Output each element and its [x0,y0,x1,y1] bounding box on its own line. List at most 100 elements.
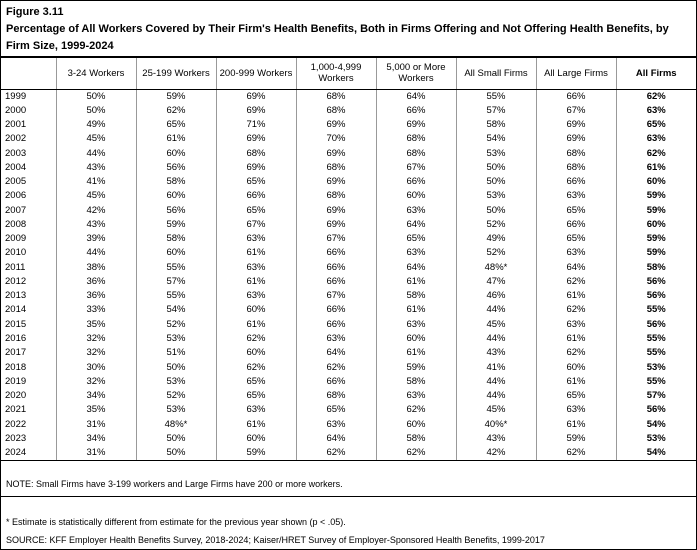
value-cell: 45% [55,189,136,204]
value-cell: 62% [535,446,616,462]
value-cell: 41% [55,175,136,190]
value-cell: 40%* [455,417,536,432]
benefits-table: 3-24 Workers 25-199 Workers 200-999 Worker… [1,58,696,462]
value-cell: 67% [295,232,376,247]
value-cell: 49% [55,118,136,133]
value-cell: 38% [55,260,136,275]
value-cell: 33% [55,303,136,318]
value-cell: 50% [55,89,136,104]
value-cell: 50% [455,203,536,218]
value-cell: 65% [215,203,296,218]
value-cell: 63% [375,203,456,218]
table-row: 1999 50% 59% 69% 68% 64% 55% 66% 62% [1,89,696,104]
value-cell: 65% [375,232,456,247]
table-row: 2002 45% 61% 69% 70% 68% 54% 69% 63% [1,132,696,147]
value-cell: 50% [55,103,136,119]
year-cell: 2010 [5,247,27,259]
year-cell: 2022 [5,418,27,430]
value-cell: 43% [55,160,136,176]
value-cell: 63% [295,417,376,432]
value-cell: 68% [215,146,296,161]
value-cell: 64% [535,260,616,275]
value-cell: 55% [455,89,536,104]
value-cell: 42% [55,203,136,218]
value-cell: 66% [295,274,376,290]
column-header: All Large Firms [535,58,616,90]
value-cell: 62% [615,146,696,161]
table-row: 2021 35% 53% 63% 65% 62% 45% 63% 56% [1,403,696,418]
value-cell: 53% [615,431,696,447]
value-cell: 58% [135,175,216,190]
value-cell: 46% [455,289,536,304]
value-cell: 69% [215,132,296,147]
year-cell: 2014 [5,304,27,316]
value-cell: 66% [295,317,376,333]
value-cell: 61% [215,246,296,261]
value-cell: 62% [135,103,216,119]
column-header: 5,000 or More Workers [375,58,456,90]
table-row: 2001 49% 65% 71% 69% 69% 58% 69% 65% [1,118,696,133]
value-cell: 66% [295,260,376,275]
table-body: 1999 50% 59% 69% 68% 64% 55% 66% 62% 2000 50% 62% 69… [1,89,696,462]
value-cell: 47% [455,274,536,290]
table-row: 2012 36% 57% 61% 66% 61% 47% 62% 56% [1,274,696,290]
value-cell: 49% [455,232,536,247]
value-cell: 66% [295,303,376,318]
value-cell: 52% [135,317,216,333]
table-row: 2018 30% 50% 62% 62% 59% 41% 60% 53% [1,360,696,375]
value-cell: 58% [615,260,696,275]
value-cell: 62% [535,346,616,361]
note-text: NOTE: Small Firms have 3-199 workers and… [6,479,343,490]
value-cell: 44% [55,246,136,261]
value-cell: 43% [455,431,536,447]
table-row: 2008 43% 59% 67% 69% 64% 52% 66% 60% [1,217,696,233]
value-cell: 60% [215,303,296,318]
value-cell: 61% [215,317,296,333]
value-cell: 30% [55,360,136,375]
year-cell: 2005 [5,176,27,188]
value-cell: 54% [455,132,536,147]
table-row: 2004 43% 56% 69% 68% 67% 50% 68% 61% [1,160,696,176]
value-cell: 63% [215,232,296,247]
year-cell: 2017 [5,347,27,359]
column-header: 200-999 Workers [215,58,296,90]
value-cell: 69% [535,118,616,133]
value-cell: 57% [455,103,536,119]
value-cell: 67% [215,217,296,233]
value-cell: 31% [55,446,136,462]
value-cell: 66% [295,374,376,390]
table-row: 2007 42% 56% 65% 69% 63% 50% 65% 59% [1,203,696,218]
value-cell: 55% [135,289,216,304]
value-cell: 50% [455,175,536,190]
value-cell: 69% [295,217,376,233]
value-cell: 57% [615,389,696,404]
year-cell: 2008 [5,218,27,230]
value-cell: 67% [295,289,376,304]
value-cell: 56% [615,403,696,418]
value-cell: 69% [295,203,376,218]
value-cell: 32% [55,332,136,347]
source-text: SOURCE: KFF Employer Health Benefits Sur… [6,535,545,546]
value-cell: 68% [375,132,456,147]
value-cell: 53% [135,374,216,390]
value-cell: 59% [135,89,216,104]
note-block: NOTE: Small Firms have 3-199 workers and… [1,461,696,498]
table-header: 3-24 Workers 25-199 Workers 200-999 Worker… [1,58,696,90]
value-cell: 56% [135,203,216,218]
table-row: 2000 50% 62% 69% 68% 66% 57% 67% 63% [1,103,696,119]
value-cell: 69% [375,118,456,133]
year-cell: 2020 [5,390,27,402]
value-cell: 34% [55,431,136,447]
value-cell: 64% [295,431,376,447]
value-cell: 62% [535,303,616,318]
value-cell: 45% [55,132,136,147]
value-cell: 58% [375,374,456,390]
value-cell: 35% [55,317,136,333]
value-cell: 66% [535,89,616,104]
value-cell: 39% [55,232,136,247]
footer-block: * Estimate is statistically different fr… [1,497,696,549]
year-cell: 2024 [1,446,56,462]
year-cell: 2015 [5,318,27,330]
value-cell: 48%* [455,260,536,275]
value-cell: 53% [135,403,216,418]
